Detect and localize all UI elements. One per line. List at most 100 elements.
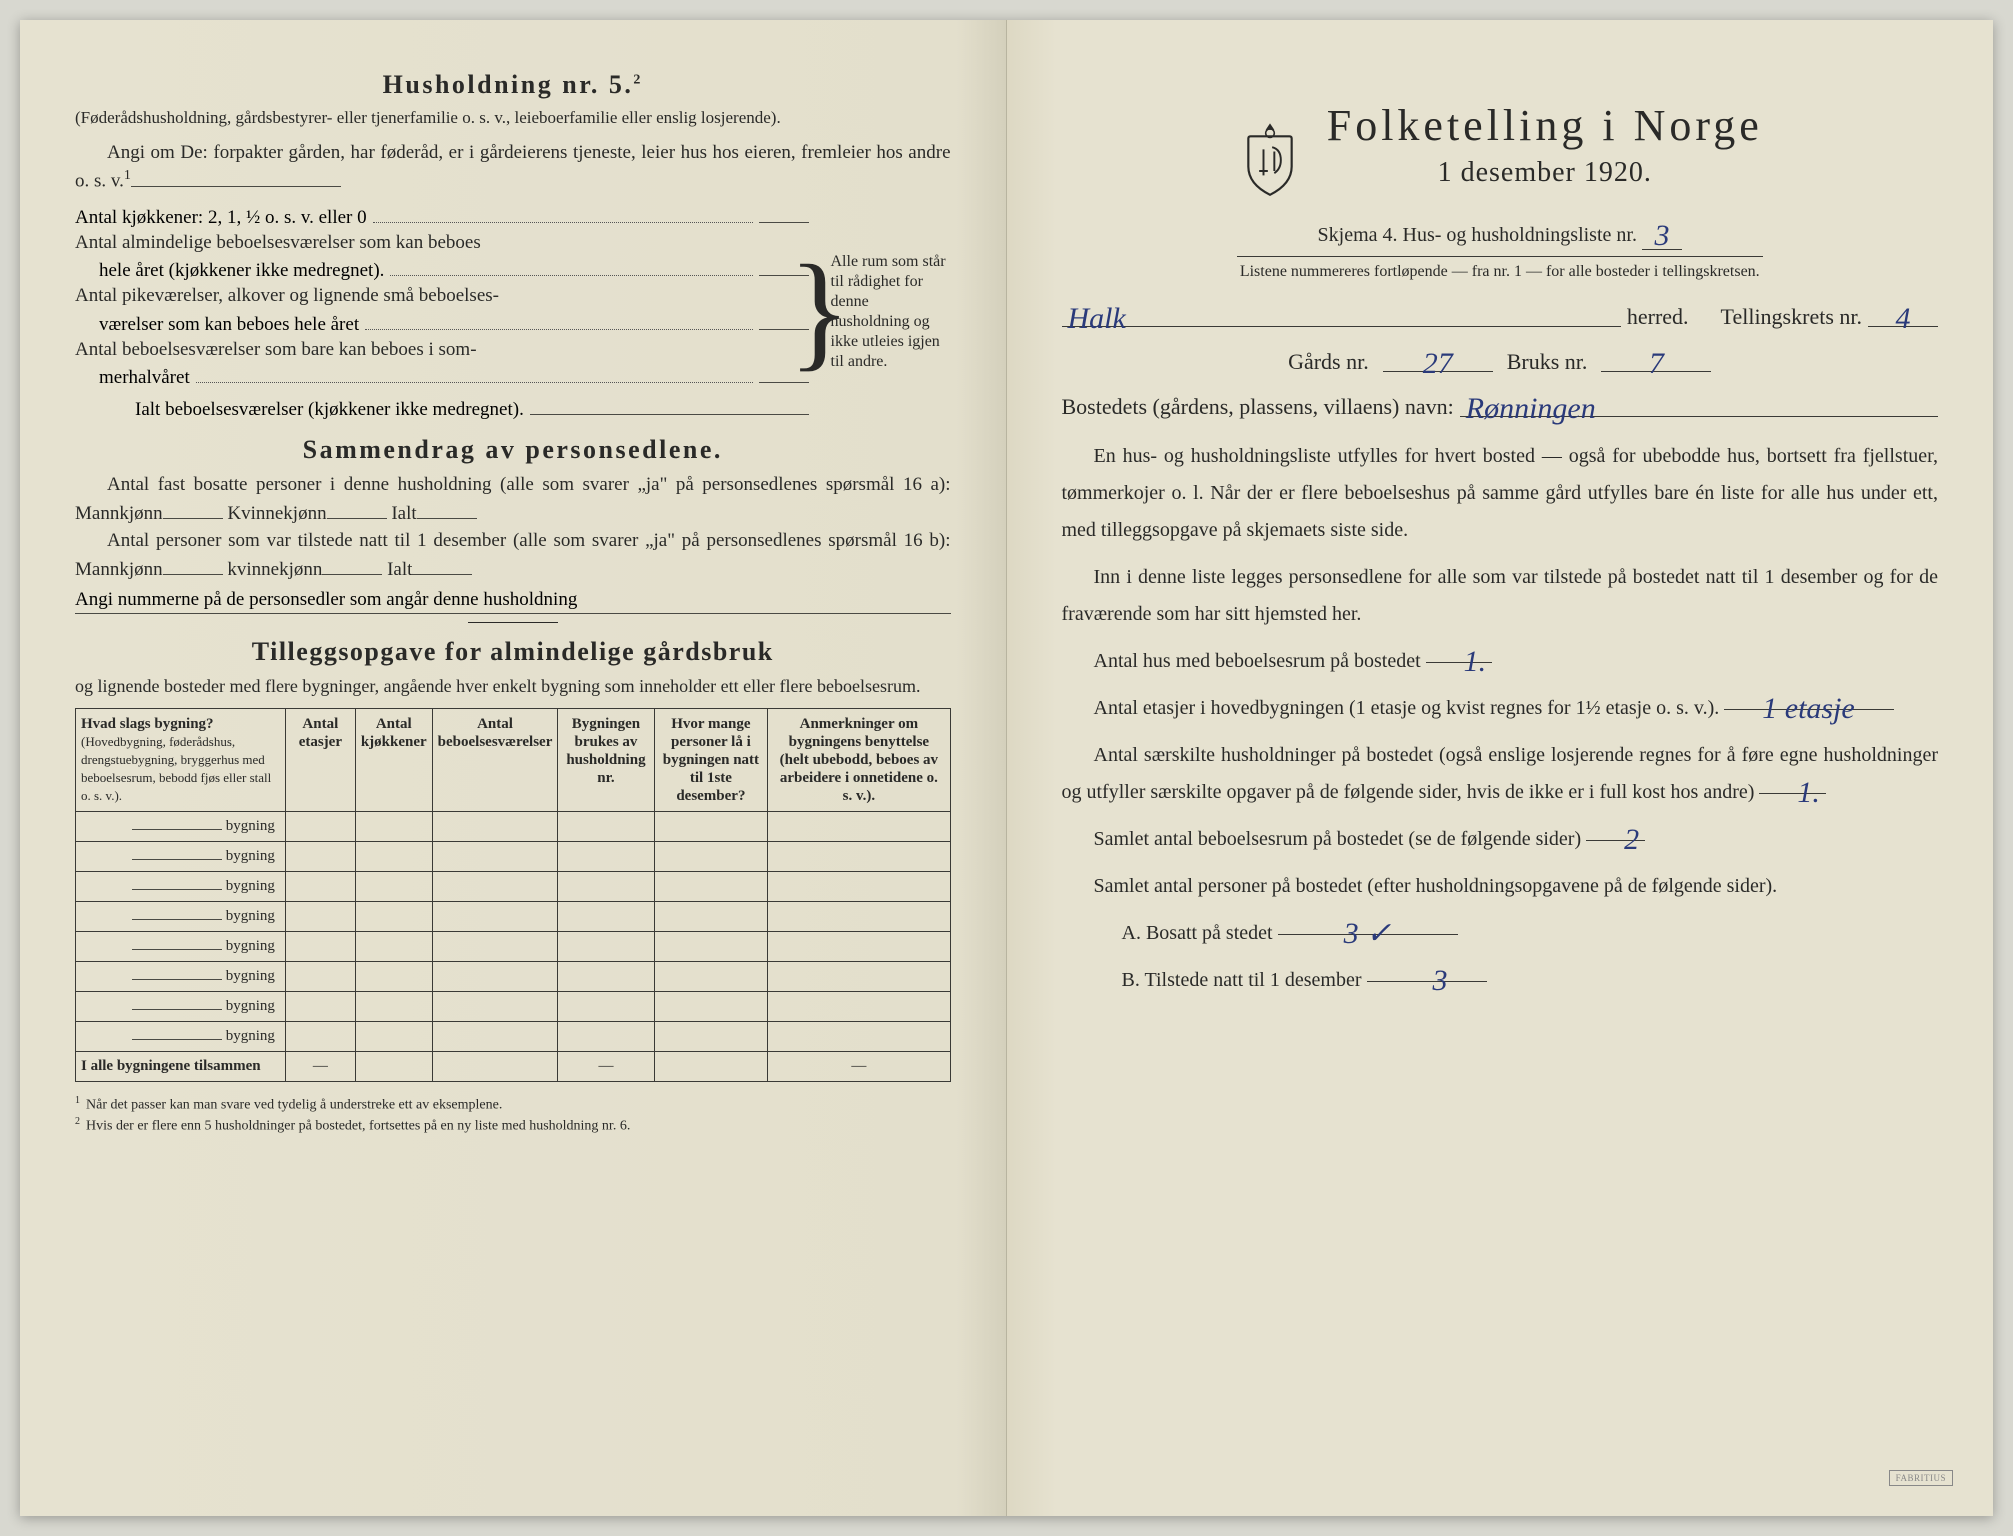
footnote-2: 2Hvis der er flere enn 5 husholdninger p… [75, 1115, 951, 1137]
form-line-text: Skjema 4. Hus- og husholdningsliste nr. [1318, 224, 1637, 246]
s-ialt: Ialt [391, 503, 416, 524]
th-3: Antal kjøkkener [355, 708, 432, 811]
row-total: Ialt beboelsesværelser (kjøkkener ikke m… [75, 395, 809, 421]
bruks-label: Bruks nr. [1507, 349, 1588, 375]
qB-label: B. Tilstede natt til 1 desember [1122, 969, 1362, 991]
table-total-row: I alle bygningene tilsammen——— [76, 1051, 951, 1081]
q1-value: 1. [1458, 645, 1493, 678]
room-rows-group: Antal kjøkkener: 2, 1, ½ o. s. v. eller … [75, 203, 951, 421]
row-4b-label: merhalvåret [75, 367, 190, 389]
row-total-blank [530, 395, 809, 415]
gards-label: Gårds nr. [1288, 349, 1369, 375]
page-right: Folketelling i Norge 1 desember 1920. Sk… [1007, 20, 1994, 1516]
main-title: Folketelling i Norge [1327, 100, 1763, 151]
building-table: Hvad slags bygning? (Hovedbygning, føder… [75, 708, 951, 1082]
qB: B. Tilstede natt til 1 desember 3 [1062, 962, 1939, 999]
angi-blank [131, 167, 341, 187]
footnote-1: 1Når det passer kan man svare ved tydeli… [75, 1094, 951, 1116]
row-kitchens: Antal kjøkkener: 2, 1, ½ o. s. v. eller … [75, 203, 809, 229]
q3: Antal særskilte husholdninger på bostede… [1062, 737, 1939, 811]
row-3b: værelser som kan beboes hele året [75, 310, 809, 336]
row-3b-label: værelser som kan beboes hele året [75, 314, 359, 336]
q4: Samlet antal beboelsesrum på bostedet (s… [1062, 821, 1939, 858]
form-nr-value: 3 [1648, 219, 1675, 252]
th-1-title: Hvad slags bygning? [81, 716, 214, 732]
q1: Antal hus med beboelsesrum på bostedet 1… [1062, 643, 1939, 680]
tillegg-title: Tilleggsopgave for almindelige gårdsbruk [75, 637, 951, 667]
angi-line: Angi om De: forpakter gården, har føderå… [75, 139, 951, 195]
q2: Antal etasjer i hovedbygningen (1 etasje… [1062, 690, 1939, 727]
row-label: bygning [226, 1028, 275, 1044]
table-row: bygning [76, 961, 951, 991]
s-kv2: kvinnekjønn [227, 559, 322, 580]
instruction-p2: Inn i denne liste legges personsedlene f… [1062, 559, 1939, 633]
instruction-p1: En hus- og husholdningsliste utfylles fo… [1062, 438, 1939, 549]
title-row: Folketelling i Norge 1 desember 1920. [1062, 100, 1939, 215]
gards-value: 27 [1417, 347, 1459, 380]
row-2a: Antal almindelige beboelsesværelser som … [75, 229, 809, 257]
row-label: bygning [226, 998, 275, 1014]
brace-note: Alle rum som står til rådighet for denne… [831, 203, 951, 421]
fn2-text: Hvis der er flere enn 5 husholdninger på… [86, 1119, 630, 1134]
qA-label: A. Bosatt på stedet [1122, 922, 1273, 944]
row-label: bygning [226, 878, 275, 894]
row-3a: Antal pikeværelser, alkover og lignende … [75, 282, 809, 310]
bosted-label: Bostedets (gårdens, plassens, villaens) … [1062, 394, 1454, 420]
row-label: bygning [226, 968, 275, 984]
footnotes: 1Når det passer kan man svare ved tydeli… [75, 1094, 951, 1137]
row-4a: Antal beboelsesværelser som bare kan beb… [75, 336, 809, 364]
table-row: bygning [76, 1021, 951, 1051]
tillegg-sub: og lignende bosteder med flere bygninger… [75, 673, 951, 699]
table-row: bygning [76, 841, 951, 871]
bosted-row: Bostedets (gårdens, plassens, villaens) … [1062, 393, 1939, 420]
table-body: bygning bygning bygning bygning bygning … [76, 811, 951, 1081]
coat-of-arms-icon [1237, 119, 1303, 197]
title-block: Folketelling i Norge 1 desember 1920. [1327, 100, 1763, 215]
th-4: Antal beboelsesværelser [432, 708, 558, 811]
q4-value: 2 [1618, 823, 1645, 856]
sammendrag-p1: Antal fast bosatte personer i denne hush… [75, 471, 951, 527]
husholdning-title: Husholdning nr. 5.2 [75, 70, 951, 100]
divider-1 [468, 622, 558, 623]
row-kitchens-blank [759, 203, 809, 223]
room-rows: Antal kjøkkener: 2, 1, ½ o. s. v. eller … [75, 203, 809, 421]
list-note: Listene nummereres fortløpende — fra nr.… [1062, 263, 1939, 281]
s-p3-text: Angi nummerne på de personsedler som ang… [75, 589, 577, 610]
row-2b: hele året (kjøkkener ikke medregnet). [75, 257, 809, 283]
row-total-label: Ialt beboelsesværelser (kjøkkener ikke m… [75, 399, 524, 421]
th-7: Anmerkninger om bygningens benyttelse (h… [768, 708, 950, 811]
sammendrag-p2: Antal personer som var tilstede natt til… [75, 527, 951, 583]
table-row: bygning [76, 871, 951, 901]
th-1: Hvad slags bygning? (Hovedbygning, føder… [76, 708, 286, 811]
husholdning-subtitle: (Føderådshusholdning, gårdsbestyrer- ell… [75, 106, 951, 131]
fn1-text: Når det passer kan man svare ved tydelig… [86, 1097, 502, 1112]
page-left: Husholdning nr. 5.2 (Føderådshusholdning… [20, 20, 1007, 1516]
gards-row: Gårds nr. 27 Bruks nr. 7 [1062, 348, 1939, 375]
row-kitchens-label: Antal kjøkkener: 2, 1, ½ o. s. v. eller … [75, 207, 367, 229]
row-label: bygning [226, 818, 275, 834]
herred-label: herred. [1627, 304, 1689, 330]
table-header-row: Hvad slags bygning? (Hovedbygning, føder… [76, 708, 951, 811]
table-row: bygning [76, 991, 951, 1021]
printer-stamp: FABRITIUS [1889, 1470, 1953, 1486]
q1-label: Antal hus med beboelsesrum på bostedet [1094, 650, 1421, 672]
qA: A. Bosatt på stedet 3 ✓ [1062, 915, 1939, 952]
s-ialt2: Ialt [387, 559, 412, 580]
q5: Samlet antal personer på bostedet (efter… [1062, 868, 1939, 905]
sammendrag-p3: Angi nummerne på de personsedler som ang… [75, 589, 951, 614]
form-line: Skjema 4. Hus- og husholdningsliste nr. … [1062, 215, 1939, 250]
table-row: bygning [76, 931, 951, 961]
telling-label: Tellingskrets nr. [1721, 304, 1862, 330]
herred-row: Halk herred. Tellingskrets nr. 4 [1062, 303, 1939, 330]
row-2b-label: hele året (kjøkkener ikke medregnet). [75, 260, 384, 282]
q2-value: 1 etasje [1756, 692, 1860, 725]
angi-sup: 1 [124, 168, 131, 183]
q3-value: 1. [1791, 776, 1826, 809]
th-1-sub: (Hovedbygning, føderådshus, drengstuebyg… [81, 734, 271, 803]
bruks-value: 7 [1643, 347, 1670, 380]
bosted-value: Rønningen [1460, 392, 1602, 425]
row-label: bygning [226, 938, 275, 954]
qB-value: 3 [1427, 964, 1454, 997]
brace-icon: } [809, 203, 831, 421]
table-row: bygning [76, 811, 951, 841]
